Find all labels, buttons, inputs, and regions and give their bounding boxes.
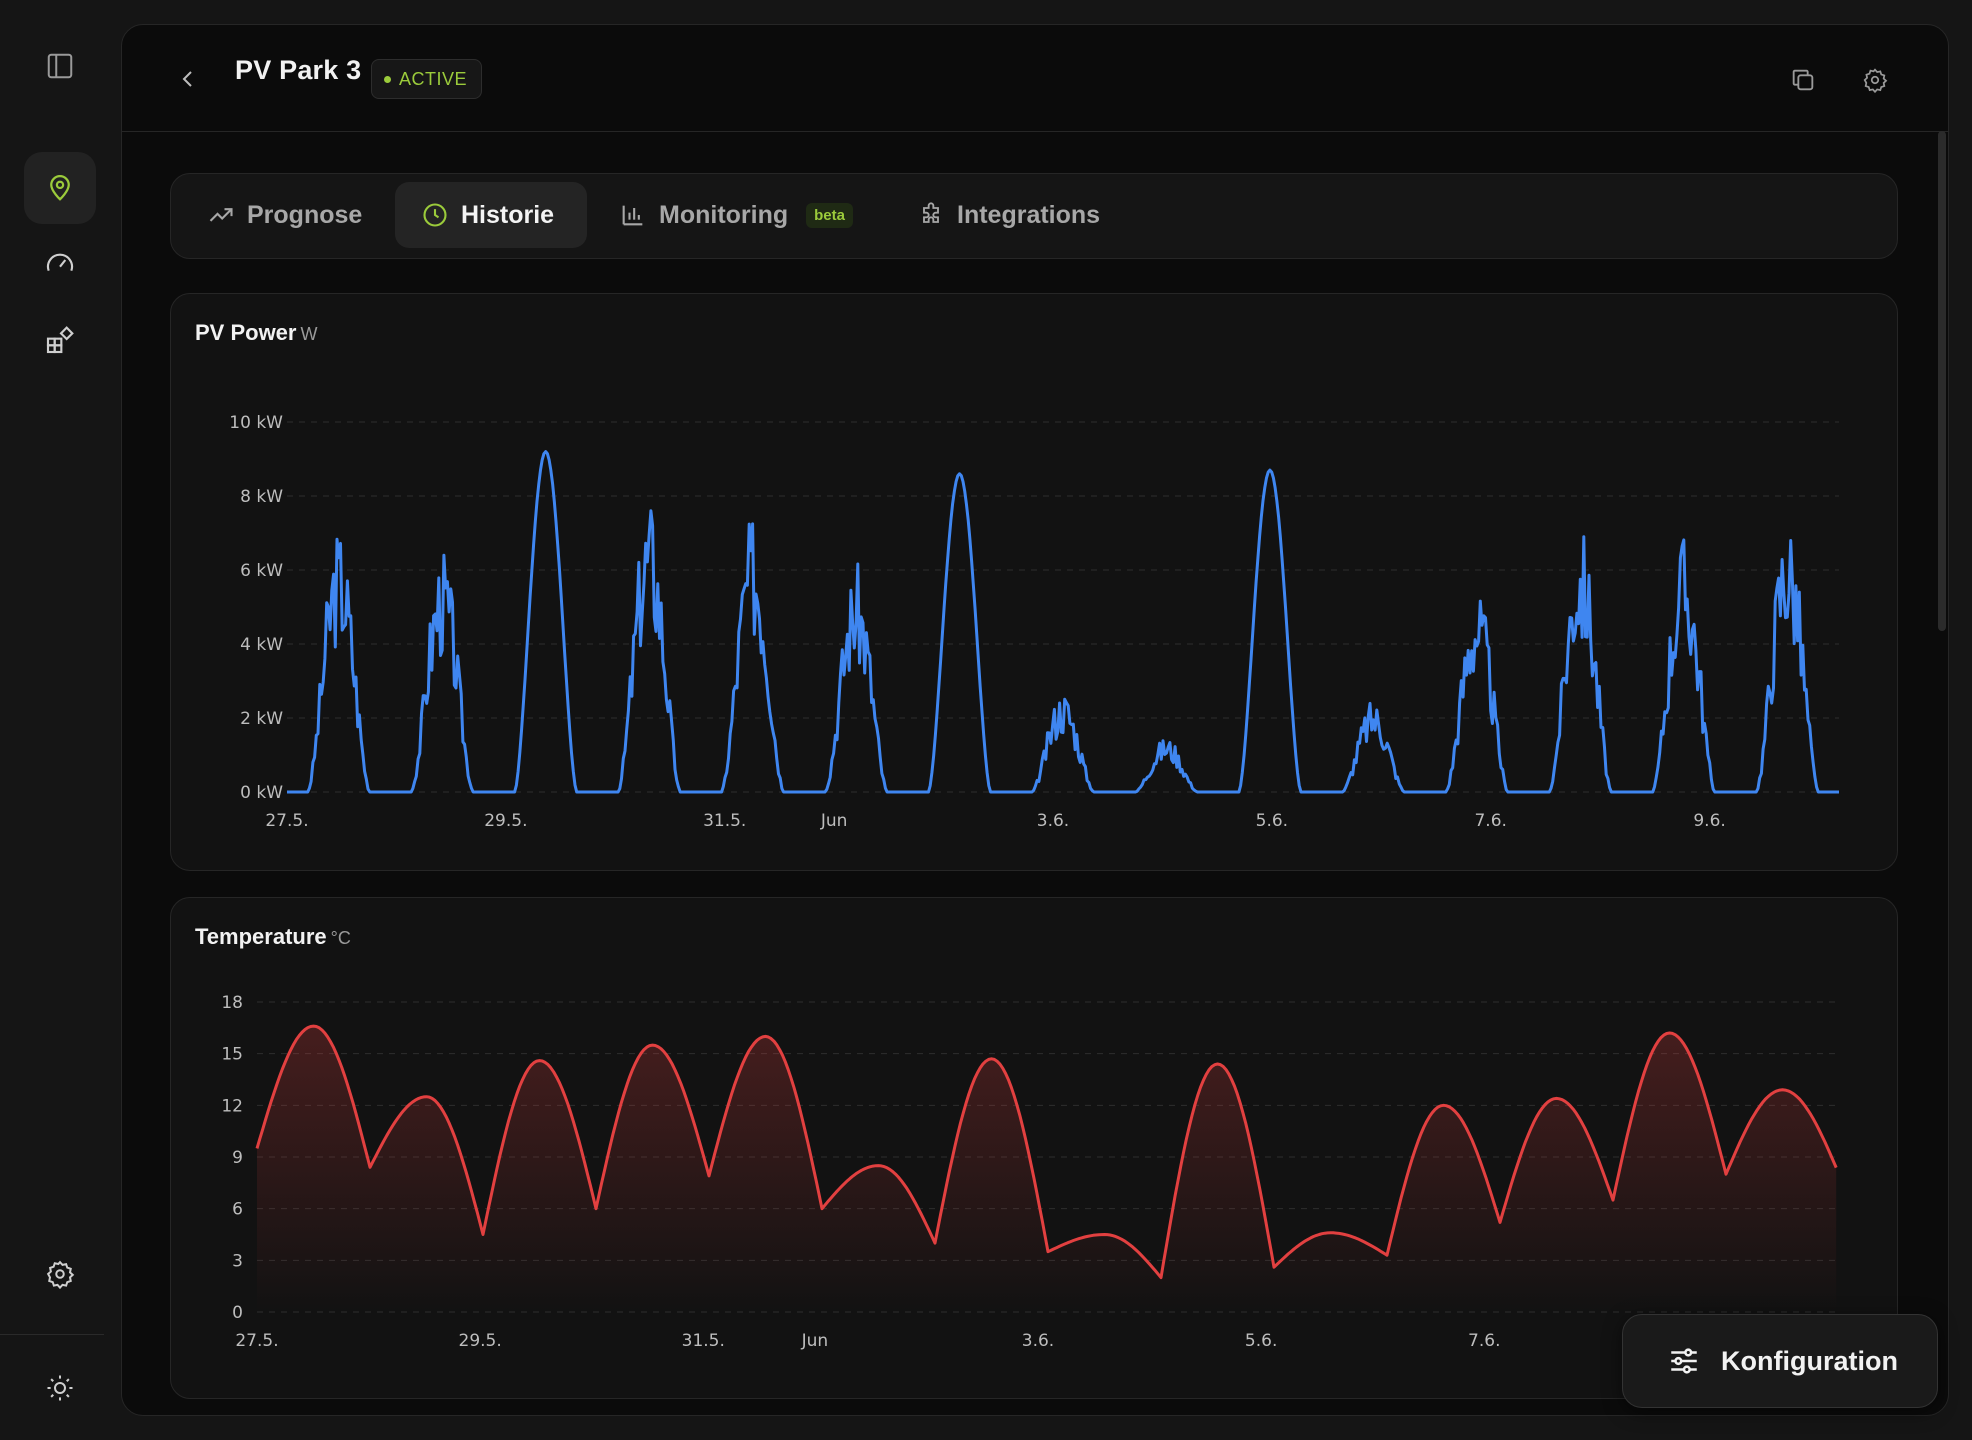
bar-chart-icon — [622, 205, 643, 226]
main-panel: PV Park 3 ACTIVE Prognose Historie Monit… — [121, 24, 1949, 1416]
temperature-title: Temperature °C — [195, 924, 351, 950]
status-dot — [384, 75, 391, 83]
back-arrow-icon[interactable] — [172, 63, 204, 95]
y-tick-label: 4 kW — [240, 635, 283, 655]
sidebar-divider — [0, 1334, 104, 1335]
y-tick-label: 2 kW — [240, 709, 283, 729]
temperature-area — [257, 1026, 1837, 1312]
tab-prognose[interactable]: Prognose — [207, 182, 362, 248]
pv-power-title: PV Power W — [195, 320, 317, 346]
x-tick-label: 3.6. — [1037, 811, 1069, 831]
settings-gear-icon[interactable] — [1858, 63, 1892, 97]
tab-label: Historie — [461, 200, 555, 229]
x-tick-label: 3.6. — [1022, 1331, 1054, 1351]
y-tick-label: 0 kW — [240, 783, 283, 803]
y-tick-label: 15 — [221, 1045, 243, 1065]
y-tick-label: 12 — [221, 1096, 243, 1116]
x-tick-label: 7.6. — [1474, 811, 1506, 831]
sliders-icon — [1671, 1348, 1697, 1374]
konfiguration-button[interactable]: Konfiguration — [1622, 1314, 1938, 1408]
puzzle-icon — [923, 202, 939, 223]
clock-icon — [423, 203, 447, 227]
x-tick-label: 29.5. — [459, 1331, 502, 1351]
chart-title: PV Power — [195, 320, 297, 345]
konfiguration-label: Konfiguration — [1721, 1345, 1898, 1376]
x-tick-label: 31.5. — [703, 811, 746, 831]
tab-label: Prognose — [247, 200, 363, 229]
y-tick-label: 18 — [221, 993, 243, 1013]
temperature-card: Temperature °C 0 3 6 9 12 15 18 27.5. 29.5. 31.5. J… — [170, 897, 1898, 1399]
tab-label: Integrations — [957, 200, 1101, 229]
x-tick-label: 27.5. — [235, 1331, 278, 1351]
panel-toggle-icon[interactable] — [24, 30, 96, 102]
location-pin-icon[interactable] — [24, 152, 96, 224]
y-tick-label: 0 — [232, 1303, 243, 1323]
y-tick-label: 8 kW — [240, 487, 283, 507]
copy-icon[interactable] — [1786, 63, 1820, 97]
y-tick-label: 6 — [232, 1200, 243, 1220]
beta-badge: beta — [806, 202, 853, 228]
tab-historie[interactable]: Historie — [395, 182, 587, 248]
pv-power-chart[interactable]: 0 kW 2 kW 4 kW 6 kW 8 kW 10 kW 27.5. 29.5. 31.5.… — [171, 294, 1897, 870]
chart-title: Temperature — [195, 924, 327, 949]
gear-icon[interactable] — [24, 1238, 96, 1310]
trend-up-icon — [209, 208, 233, 222]
tab-bar: Prognose Historie Monitoring beta Integr… — [170, 173, 1898, 259]
y-tick-label: 3 — [232, 1251, 243, 1271]
pv-power-card: PV Power W 0 kW 2 kW 4 kW 6 kW 8 kW 10 kW 27.5.… — [170, 293, 1898, 871]
chart-unit: W — [300, 324, 318, 344]
tab-integrations[interactable]: Integrations — [917, 182, 1100, 248]
apps-add-icon[interactable] — [24, 304, 96, 376]
x-tick-label: 7.6. — [1468, 1331, 1500, 1351]
y-tick-label: 10 kW — [229, 413, 283, 433]
sidebar — [0, 0, 120, 1440]
x-tick-label: 29.5. — [484, 811, 527, 831]
y-tick-label: 6 kW — [240, 561, 283, 581]
x-tick-label: 5.6. — [1245, 1331, 1277, 1351]
x-tick-label: 5.6. — [1256, 811, 1288, 831]
page-header: PV Park 3 ACTIVE — [122, 25, 1948, 132]
x-tick-label: 9.6. — [1693, 811, 1725, 831]
page-title: PV Park 3 — [235, 55, 362, 85]
status-label: ACTIVE — [399, 68, 468, 89]
x-tick-label: 27.5. — [265, 811, 308, 831]
chart-unit: °C — [330, 928, 351, 948]
y-tick-label: 9 — [232, 1148, 243, 1168]
x-tick-label: Jun — [801, 1331, 829, 1351]
temperature-line — [255, 1024, 1838, 1280]
x-tick-label: 31.5. — [682, 1331, 725, 1351]
status-badge: ACTIVE — [371, 59, 483, 99]
x-tick-label: Jun — [820, 811, 848, 831]
speedometer-icon[interactable] — [24, 228, 96, 300]
temperature-chart[interactable]: 0 3 6 9 12 15 18 27.5. 29.5. 31.5. Jun 3.6. 5.6. 7.6.… — [171, 898, 1897, 1398]
tab-monitoring[interactable]: Monitoring beta — [619, 182, 853, 248]
scrollbar[interactable] — [1938, 131, 1946, 631]
tab-label: Monitoring — [659, 200, 789, 229]
pv-power-line — [287, 450, 1839, 794]
sun-icon[interactable] — [24, 1352, 96, 1424]
